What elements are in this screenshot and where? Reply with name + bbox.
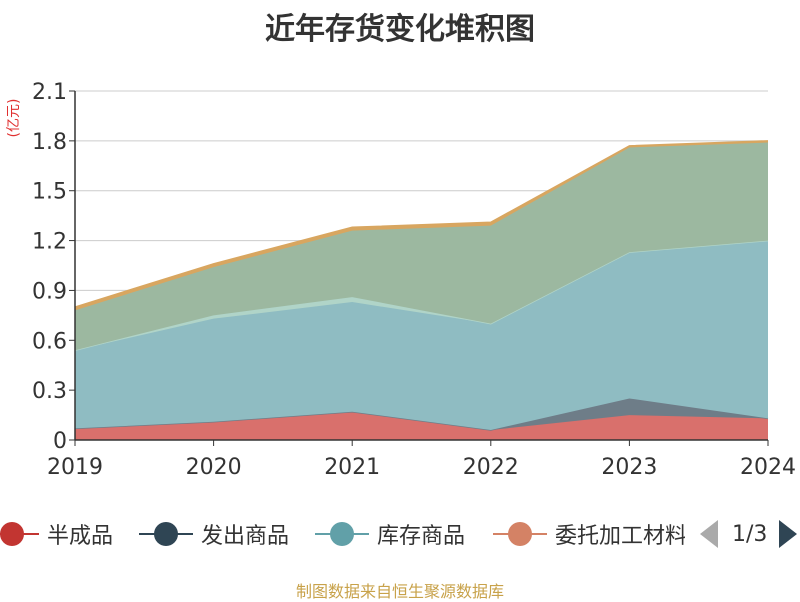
x-tick-label: 2020 [186, 455, 242, 480]
area-series [74, 140, 769, 440]
legend-pager: 1/3 [700, 518, 798, 550]
legend-item[interactable]: 库存商品 [315, 518, 465, 550]
x-tick-label: 2021 [324, 455, 380, 480]
legend-item[interactable]: 委托加工材料 [493, 518, 685, 550]
y-tick-label: 0 [53, 429, 67, 454]
axis-labels: 0 0.3 0.6 0.9 1.2 1.5 1.8 2.1 2019 2020 2021 2022 20… [32, 80, 796, 480]
legend-item[interactable]: 发出商品 [139, 518, 289, 550]
legend: 半成品 发出商品 库存商品 委托加工材料 1/3 [0, 512, 800, 556]
area-series-1 [75, 398, 768, 431]
legend-swatch-icon [0, 522, 39, 546]
x-tick-label: 2023 [601, 455, 657, 480]
area-series-4 [75, 142, 768, 351]
area-series-5 [75, 140, 768, 311]
axes [74, 91, 769, 446]
legend-swatch-icon [493, 522, 547, 546]
y-tick-label: 0.3 [32, 379, 67, 404]
x-tick-label: 2024 [740, 455, 796, 480]
area-series-edge-5 [74, 140, 769, 308]
legend-page-indicator: 1/3 [732, 521, 768, 547]
area-series-2 [75, 240, 768, 431]
legend-item[interactable]: 半成品 [0, 518, 113, 550]
y-tick-label: 1.5 [32, 180, 67, 205]
legend-prev-page-icon[interactable] [700, 520, 718, 548]
chart-title: 近年存货变化堆积图 [265, 12, 535, 47]
y-axis-unit-label: (亿元) [6, 99, 22, 138]
legend-label: 发出商品 [201, 524, 290, 549]
y-tick-label: 2.1 [32, 80, 67, 105]
legend-label: 委托加工材料 [555, 524, 685, 549]
y-tick-label: 0.6 [32, 329, 67, 354]
y-tick-label: 1.2 [32, 230, 67, 255]
legend-items: 半成品 发出商品 库存商品 委托加工材料 [0, 512, 685, 556]
y-tick-label: 0.9 [32, 279, 67, 304]
legend-label: 半成品 [47, 524, 114, 549]
legend-next-page-icon[interactable] [779, 520, 798, 548]
legend-swatch-icon [139, 522, 193, 546]
x-tick-label: 2022 [463, 455, 519, 480]
legend-swatch-icon [315, 522, 369, 546]
legend-label: 库存商品 [377, 524, 466, 549]
x-tick-label: 2019 [47, 455, 103, 480]
y-tick-label: 1.8 [32, 130, 67, 155]
source-note: 制图数据来自恒生聚源数据库 [295, 582, 504, 601]
